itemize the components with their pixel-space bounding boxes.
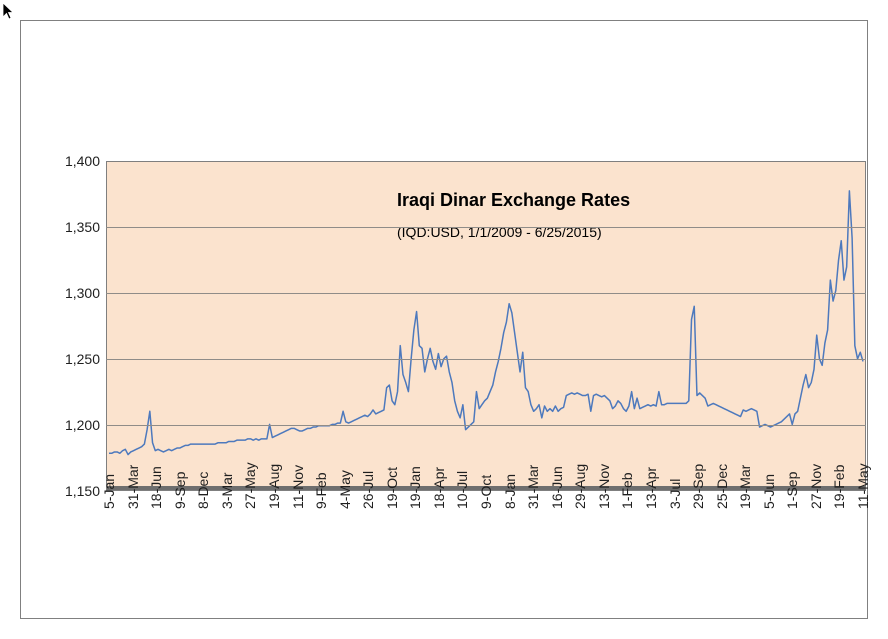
- canvas: Iraqi Dinar Exchange Rates (IQD:USD, 1/1…: [0, 0, 888, 639]
- y-tick-label: 1,350: [56, 219, 100, 235]
- plot-area: Iraqi Dinar Exchange Rates (IQD:USD, 1/1…: [106, 161, 866, 491]
- cursor-icon: [2, 2, 16, 22]
- y-tick-label: 1,300: [56, 285, 100, 301]
- gridline: [106, 359, 866, 360]
- gridline: [106, 425, 866, 426]
- y-tick-label: 1,150: [56, 483, 100, 499]
- gridline: [106, 293, 866, 294]
- y-tick-label: 1,250: [56, 351, 100, 367]
- y-tick-label: 1,200: [56, 417, 100, 433]
- gridline: [106, 227, 866, 228]
- y-tick-label: 1,400: [56, 153, 100, 169]
- line-series: [107, 162, 865, 490]
- chart-frame: Iraqi Dinar Exchange Rates (IQD:USD, 1/1…: [20, 20, 868, 619]
